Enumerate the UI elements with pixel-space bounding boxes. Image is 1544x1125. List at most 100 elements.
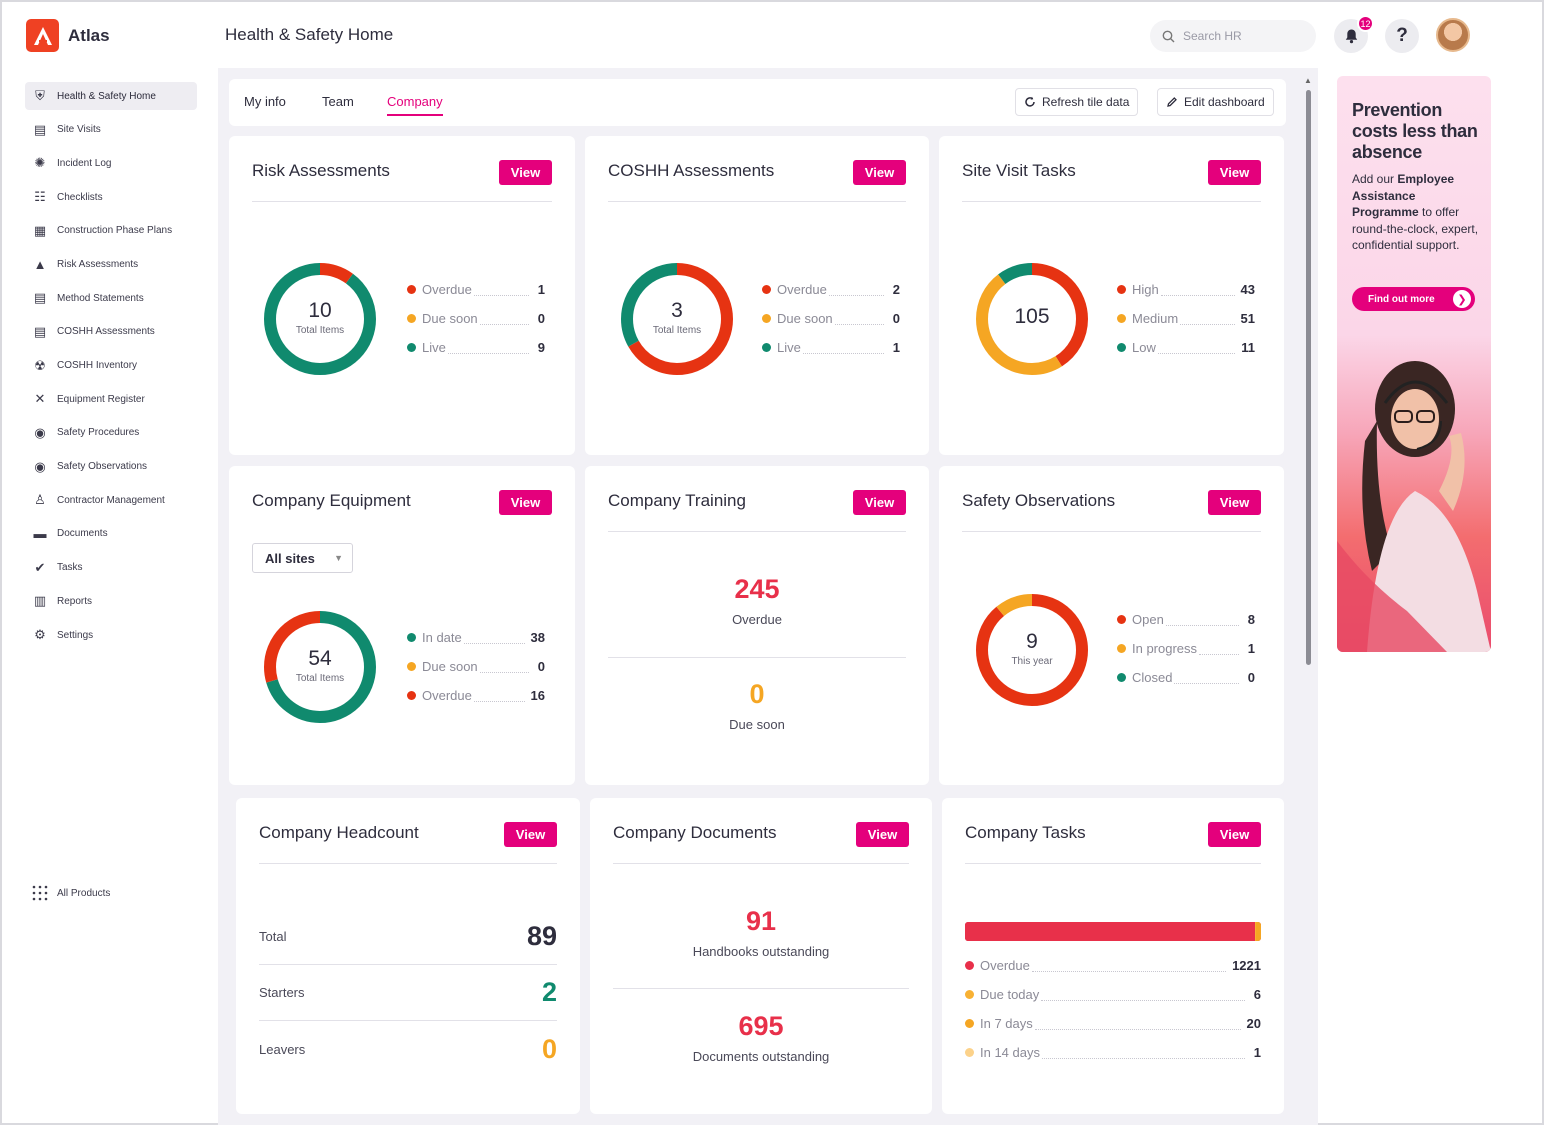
headset-agent-illustration [1337, 361, 1491, 652]
legend-value: 20 [1246, 1016, 1261, 1031]
legend-value: 1221 [1232, 958, 1261, 973]
view-button[interactable]: View [499, 160, 552, 185]
donut-label: This year [1011, 656, 1053, 667]
tools-icon: ✕ [34, 391, 46, 407]
training-due-soon-stat: 0 Due soon [585, 679, 929, 732]
view-button[interactable]: View [499, 490, 552, 515]
scroll-thumb[interactable] [1306, 90, 1311, 665]
legend-value: 16 [530, 688, 545, 703]
headcount-row-leavers: Leavers 0 [259, 1021, 557, 1077]
divider [613, 863, 909, 864]
sidebar-item-reports[interactable]: ▥ Reports [25, 587, 197, 615]
donut-label: Total Items [652, 325, 702, 336]
sidebar-item-safety-observations[interactable]: ◉ Safety Observations [25, 453, 197, 481]
sidebar-item-checklists[interactable]: ☷ Checklists [25, 183, 197, 211]
avatar[interactable] [1436, 18, 1470, 52]
plan-icon: ▦ [33, 222, 47, 238]
tab-company[interactable]: Company [387, 94, 443, 116]
legend-leader [828, 295, 884, 296]
documents-stat: 695 Documents outstanding [590, 1011, 932, 1064]
grid-icon [32, 885, 48, 901]
legend-leader [1042, 1058, 1245, 1059]
sidebar-item-health-safety-home[interactable]: ⛨ Health & Safety Home [25, 82, 197, 110]
scroll-up-icon[interactable]: ▲ [1304, 76, 1312, 85]
legend-item: Low 11 [1117, 333, 1255, 362]
legend-value: 51 [1240, 311, 1255, 326]
legend-item: Due soon 0 [762, 304, 900, 333]
search-box[interactable] [1150, 20, 1316, 52]
training-due-soon-label: Due soon [729, 717, 785, 732]
chart-legend: In date 38 Due soon 0 Overdue 16 [407, 623, 545, 710]
sidebar-item-equipment-register[interactable]: ✕ Equipment Register [25, 385, 197, 413]
sidebar-item-method-statements[interactable]: ▤ Method Statements [25, 284, 197, 312]
sidebar-item-settings[interactable]: ⚙ Settings [25, 621, 197, 649]
legend-dot [1117, 644, 1126, 653]
search-input[interactable] [1183, 29, 1293, 43]
sidebar-item-contractor-management[interactable]: ♙ Contractor Management [25, 486, 197, 514]
sidebar-item-label: Tasks [57, 562, 83, 574]
sidebar-item-construction-phase-plans[interactable]: ▦ Construction Phase Plans [25, 217, 197, 245]
sidebar-item-incident-log[interactable]: ✺ Incident Log [25, 149, 197, 177]
donut-chart: 3 Total Items [619, 261, 735, 377]
notifications-button[interactable]: 12 [1334, 15, 1374, 53]
sidebar-item-coshh-assessments[interactable]: ▤ COSHH Assessments [25, 318, 197, 346]
training-due-soon-value: 0 [749, 679, 765, 709]
tile-risk-assessments: Risk Assessments View 10 Total Items Ove… [229, 136, 575, 455]
donut-segment [976, 594, 1088, 706]
tile-title: Company Equipment [252, 491, 411, 510]
dashboard-scrollbar[interactable]: ▲ [1303, 76, 1313, 666]
handbooks-label: Handbooks outstanding [692, 944, 830, 959]
tab-team[interactable]: Team [322, 94, 354, 109]
all-products-link[interactable]: All Products [32, 885, 110, 901]
view-button[interactable]: View [1208, 490, 1261, 515]
view-button[interactable]: View [853, 160, 906, 185]
legend-label: Live [422, 340, 446, 355]
sidebar-item-safety-procedures[interactable]: ◉ Safety Procedures [25, 419, 197, 447]
view-button[interactable]: View [856, 822, 909, 847]
legend-label: Overdue [422, 688, 472, 703]
promo-banner[interactable]: Prevention costs less than absence Add o… [1337, 76, 1491, 652]
legend-leader [473, 701, 525, 702]
view-button[interactable]: View [853, 490, 906, 515]
legend-value: 11 [1241, 340, 1255, 355]
divider [962, 531, 1261, 532]
sidebar-item-label: COSHH Inventory [57, 360, 138, 371]
view-button[interactable]: View [1208, 822, 1261, 847]
sidebar-item-documents[interactable]: ▬ Documents [25, 520, 197, 548]
tile-company-headcount: Company Headcount View Total 89 Starters… [236, 798, 580, 1114]
headcount-label: Starters [259, 985, 305, 1000]
chart-legend: Overdue 2 Due soon 0 Live 1 [762, 275, 900, 362]
legend-item: Overdue 1 [407, 275, 545, 304]
coshh-icon: ▤ [33, 323, 47, 339]
tab-my-info[interactable]: My info [244, 94, 286, 109]
warning-icon: ▲ [33, 256, 47, 272]
legend-value: 0 [1247, 670, 1255, 685]
view-button[interactable]: View [504, 822, 557, 847]
legend-value: 1 [537, 282, 545, 297]
sidebar-item-coshh-inventory[interactable]: ☢ COSHH Inventory [25, 352, 197, 380]
help-button[interactable]: ? [1385, 19, 1419, 53]
legend-leader [479, 324, 529, 325]
legend-item: In 7 days 20 [965, 1009, 1261, 1038]
headcount-label: Leavers [259, 1041, 306, 1057]
sidebar-item-site-visits[interactable]: ▤ Site Visits [25, 116, 197, 144]
legend-dot [1117, 343, 1126, 352]
incident-icon: ✺ [34, 155, 46, 171]
view-button[interactable]: View [1208, 160, 1261, 185]
edit-dashboard-button[interactable]: Edit dashboard [1157, 88, 1274, 116]
legend-item: Live 1 [762, 333, 900, 362]
refresh-tile-data-button[interactable]: Refresh tile data [1015, 88, 1139, 116]
sidebar-item-risk-assessments[interactable]: ▲ Risk Assessments [25, 250, 197, 278]
training-overdue-label: Overdue [732, 612, 782, 627]
site-filter-select[interactable]: All sites ▼ [252, 543, 353, 573]
sidebar-item-label: Site Visits [57, 124, 101, 136]
sidebar-item-tasks[interactable]: ✔ Tasks [25, 554, 197, 582]
handbooks-stat: 91 Handbooks outstanding [590, 906, 932, 959]
sidebar-item-label: Documents [57, 528, 108, 540]
sidebar-item-label: Checklists [57, 191, 103, 203]
find-out-more-button[interactable]: Find out more ❯ [1352, 287, 1475, 311]
app-logo[interactable]: Atlas [26, 19, 110, 52]
legend-label: Medium [1132, 311, 1179, 326]
legend-item: Due soon 0 [407, 304, 545, 333]
legend-leader [473, 295, 529, 296]
